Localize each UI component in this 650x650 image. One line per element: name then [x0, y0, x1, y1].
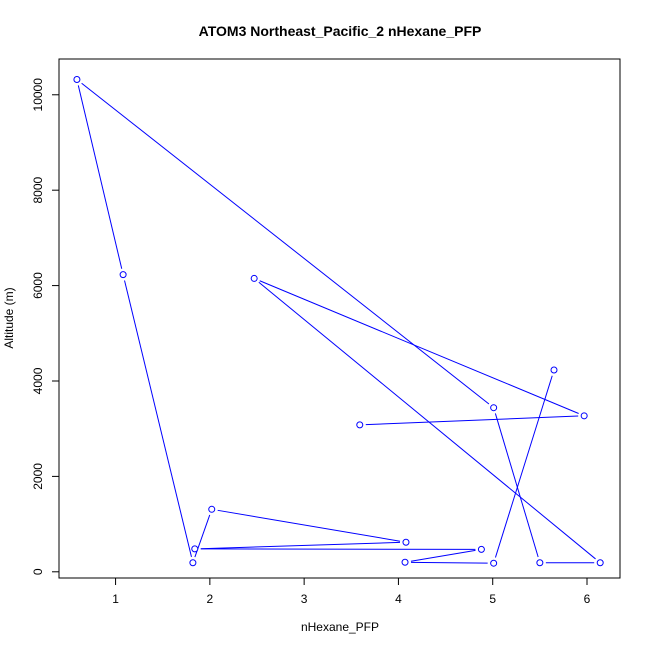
series-segment — [259, 280, 579, 414]
y-tick-label: 10000 — [31, 78, 45, 112]
chart-title: ATOM3 Northeast_Pacific_2 nHexane_PFP — [199, 23, 482, 39]
x-axis: 1 2 3 4 5 6 — [112, 578, 591, 606]
y-axis: 0 2000 4000 6000 8000 10000 — [31, 78, 59, 575]
data-point — [477, 545, 485, 553]
data-point — [580, 412, 588, 420]
y-tick-label: 0 — [31, 568, 45, 575]
data-point — [596, 559, 604, 567]
data-point — [490, 404, 498, 412]
series-segment — [217, 509, 401, 542]
series-segment — [411, 561, 488, 564]
data-point — [536, 559, 544, 567]
series-segment — [81, 82, 490, 405]
data-point — [250, 274, 258, 282]
x-axis-label: nHexane_PFP — [301, 620, 379, 634]
series-segment — [77, 85, 123, 269]
x-tick-label: 3 — [301, 592, 308, 606]
x-tick-label: 5 — [489, 592, 496, 606]
y-tick-label: 8000 — [31, 177, 45, 204]
series-segment — [410, 549, 476, 562]
series-segment — [365, 415, 579, 426]
series-segment — [494, 375, 553, 558]
x-tick-label: 1 — [112, 592, 119, 606]
data-point — [490, 559, 498, 567]
x-tick-label: 4 — [395, 592, 402, 606]
y-axis-label: Altitude (m) — [2, 287, 16, 348]
series-layer — [73, 76, 604, 567]
data-point — [550, 366, 558, 374]
data-point — [208, 505, 216, 513]
x-tick-label: 2 — [207, 592, 214, 606]
data-point — [356, 421, 364, 429]
series-segment — [200, 541, 400, 550]
y-tick-label: 6000 — [31, 272, 45, 299]
data-point — [402, 538, 410, 546]
x-tick-label: 6 — [584, 592, 591, 606]
data-point — [73, 76, 81, 84]
series-segment — [124, 280, 192, 558]
plot-frame — [58, 58, 621, 579]
y-tick-label: 2000 — [31, 463, 45, 490]
series-segment — [494, 413, 539, 558]
data-point — [401, 558, 409, 566]
series-segment — [258, 281, 596, 560]
data-point — [191, 545, 199, 553]
y-tick-label: 4000 — [31, 367, 45, 394]
data-point — [189, 559, 197, 567]
data-point — [119, 271, 127, 279]
